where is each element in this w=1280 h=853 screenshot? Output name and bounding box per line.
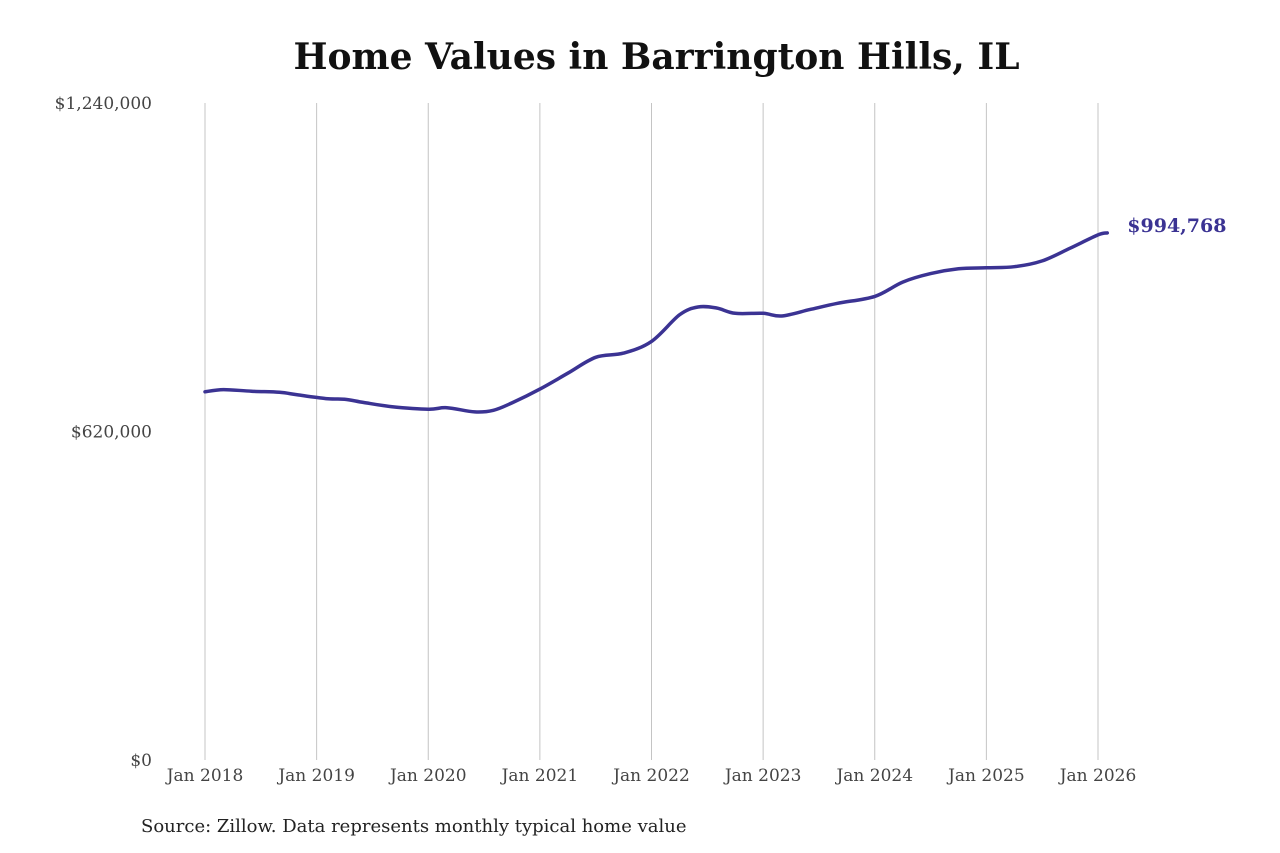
x-axis: Jan 2018 Jan 2019 Jan 2020 Jan 2021 Jan 2022… xyxy=(165,766,1137,786)
x-tick-label: Jan 2025 xyxy=(946,766,1025,786)
x-tick-label: Jan 2019 xyxy=(276,766,355,786)
end-value-label: $994,768 xyxy=(1127,215,1226,237)
x-tick-label: Jan 2026 xyxy=(1058,766,1137,786)
chart-title: Home Values in Barrington Hills, IL xyxy=(293,36,1020,78)
y-tick-label: $1,240,000 xyxy=(55,94,152,114)
grid-lines xyxy=(204,103,1099,760)
series-layer: $994,768 xyxy=(203,215,1226,414)
chart-source: Source: Zillow. Data represents monthly … xyxy=(141,816,687,837)
y-tick-label: $620,000 xyxy=(71,423,152,443)
y-axis: $0 $620,000 $1,240,000 xyxy=(55,94,152,771)
x-tick-label: Jan 2024 xyxy=(834,766,913,786)
y-tick-label: $0 xyxy=(130,751,152,771)
x-tick-label: Jan 2020 xyxy=(388,766,467,786)
x-tick-label: Jan 2022 xyxy=(611,766,690,786)
x-tick-label: Jan 2021 xyxy=(500,766,579,786)
x-tick-label: Jan 2018 xyxy=(165,766,244,786)
x-tick-label: Jan 2023 xyxy=(723,766,802,786)
series-line xyxy=(203,231,1110,414)
